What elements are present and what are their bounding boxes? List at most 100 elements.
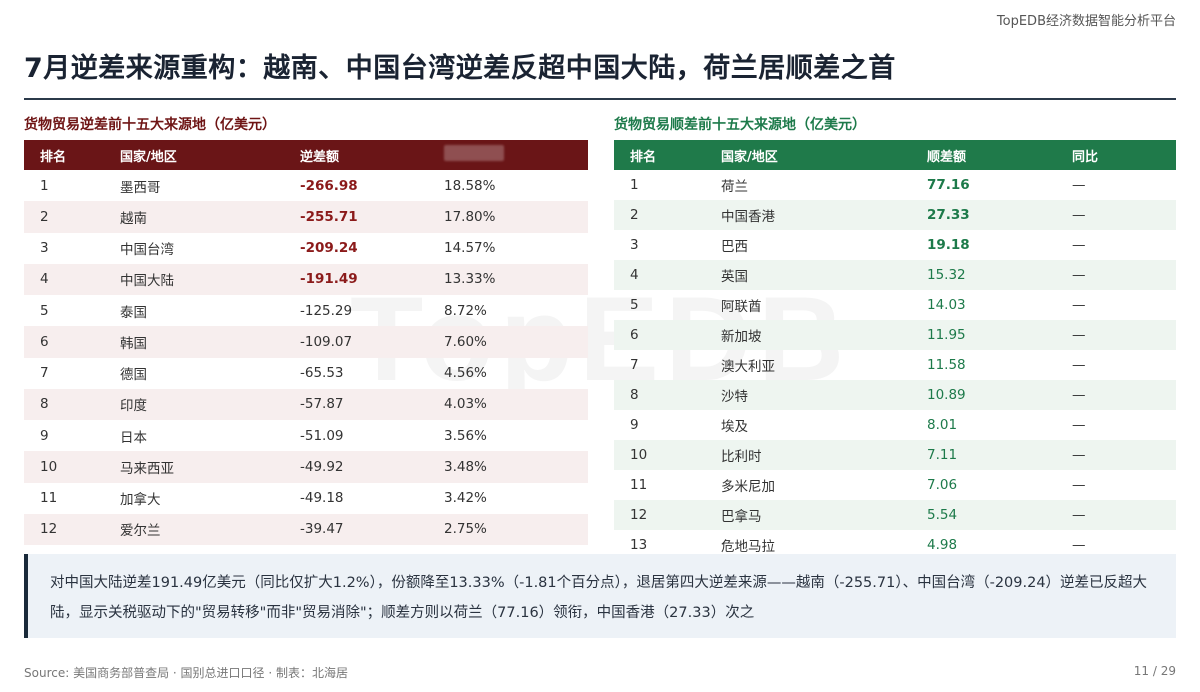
region-cell: 日本 bbox=[120, 429, 147, 446]
share-cell: 4.56% bbox=[444, 365, 487, 382]
share-cell: 2.75% bbox=[444, 521, 487, 538]
yoy-cell: — bbox=[1072, 207, 1086, 223]
table-row: 2 中国香港 27.33 — bbox=[614, 200, 1176, 230]
yoy-cell: — bbox=[1072, 507, 1086, 523]
yoy-cell: — bbox=[1072, 237, 1086, 253]
region-cell: 越南 bbox=[120, 210, 147, 227]
rank-cell: 10 bbox=[630, 447, 648, 463]
share-cell: 7.60% bbox=[444, 333, 487, 350]
share-cell: 4.03% bbox=[444, 396, 487, 413]
deficit-value-cell: -266.98 bbox=[300, 177, 358, 194]
table-row: 4 英国 15.32 — bbox=[614, 260, 1176, 290]
region-cell: 巴西 bbox=[721, 239, 748, 255]
header-rank: 排名 bbox=[40, 149, 67, 165]
rank-cell: 3 bbox=[40, 240, 49, 257]
surplus-value-cell: 5.54 bbox=[927, 507, 958, 523]
region-cell: 荷兰 bbox=[721, 179, 748, 195]
header-surplus: 顺差额 bbox=[927, 149, 967, 165]
deficit-value-cell: -57.87 bbox=[300, 396, 344, 413]
table-row: 1 荷兰 77.16 — bbox=[614, 170, 1176, 200]
table-row: 11 多米尼加 7.06 — bbox=[614, 470, 1176, 500]
table-row: 11 加拿大 -49.18 3.42% bbox=[24, 483, 588, 514]
table-row: 12 爱尔兰 -39.47 2.75% bbox=[24, 513, 588, 545]
region-cell: 中国大陆 bbox=[120, 273, 174, 290]
region-cell: 埃及 bbox=[721, 419, 748, 435]
deficit-value-cell: -51.09 bbox=[300, 427, 344, 444]
rank-cell: 11 bbox=[630, 477, 648, 493]
page-title: 7月逆差来源重构：越南、中国台湾逆差反超中国大陆，荷兰居顺差之首 bbox=[24, 53, 896, 84]
table-row: 6 新加坡 11.95 — bbox=[614, 320, 1176, 350]
table-row: 12 巴拿马 5.54 — bbox=[614, 500, 1176, 530]
surplus-value-cell: 10.89 bbox=[927, 387, 966, 403]
yoy-cell: — bbox=[1072, 417, 1086, 433]
table-row: 2 越南 -255.71 17.80% bbox=[24, 201, 588, 233]
deficit-table-header: 排名 国家/地区 逆差额 bbox=[24, 140, 588, 170]
surplus-value-cell: 8.01 bbox=[927, 417, 958, 433]
title-divider bbox=[24, 98, 1176, 100]
region-cell: 危地马拉 bbox=[721, 539, 775, 555]
brand-label: TopEDB经济数据智能分析平台 bbox=[996, 14, 1176, 29]
rank-cell: 4 bbox=[40, 271, 49, 288]
region-cell: 英国 bbox=[721, 269, 748, 285]
region-cell: 马来西亚 bbox=[120, 460, 174, 477]
region-cell: 澳大利亚 bbox=[721, 359, 775, 375]
region-cell: 多米尼加 bbox=[721, 479, 775, 495]
deficit-table-body: 1 墨西哥 -266.98 18.58% 2 越南 -255.71 17.80% 3 中国台湾 -2… bbox=[24, 170, 588, 575]
header-rank: 排名 bbox=[630, 149, 657, 165]
rank-cell: 9 bbox=[630, 417, 639, 433]
surplus-table-header: 排名 国家/地区 顺差额 同比 bbox=[614, 140, 1176, 170]
rank-cell: 12 bbox=[630, 507, 648, 523]
deficit-value-cell: -39.47 bbox=[300, 521, 344, 538]
rank-cell: 7 bbox=[630, 357, 639, 373]
deficit-value-cell: -125.29 bbox=[300, 302, 353, 319]
region-cell: 爱尔兰 bbox=[120, 523, 161, 540]
table-row: 7 德国 -65.53 4.56% bbox=[24, 358, 588, 389]
region-cell: 墨西哥 bbox=[120, 179, 161, 196]
deficit-table-title: 货物贸易逆差前十五大来源地（亿美元） bbox=[24, 117, 276, 133]
table-row: 13 危地马拉 4.98 — bbox=[614, 530, 1176, 560]
rank-cell: 3 bbox=[630, 237, 639, 253]
region-cell: 新加坡 bbox=[721, 329, 762, 345]
rank-cell: 10 bbox=[40, 458, 58, 475]
table-row: 5 泰国 -125.29 8.72% bbox=[24, 295, 588, 326]
rank-cell: 7 bbox=[40, 365, 49, 382]
region-cell: 加拿大 bbox=[120, 492, 161, 509]
surplus-value-cell: 7.06 bbox=[927, 477, 958, 493]
rank-cell: 6 bbox=[40, 333, 49, 350]
share-cell: 14.57% bbox=[444, 240, 496, 257]
deficit-value-cell: -255.71 bbox=[300, 208, 358, 225]
share-cell: 13.33% bbox=[444, 271, 496, 288]
deficit-value-cell: -209.24 bbox=[300, 240, 358, 257]
share-cell: 18.58% bbox=[444, 177, 496, 194]
rank-cell: 5 bbox=[630, 297, 639, 313]
rank-cell: 12 bbox=[40, 521, 58, 538]
deficit-value-cell: -109.07 bbox=[300, 333, 353, 350]
table-row: 4 中国大陆 -191.49 13.33% bbox=[24, 263, 588, 295]
rank-cell: 8 bbox=[40, 396, 49, 413]
deficit-value-cell: -191.49 bbox=[300, 271, 358, 288]
region-cell: 比利时 bbox=[721, 449, 762, 465]
table-row: 9 埃及 8.01 — bbox=[614, 410, 1176, 440]
region-cell: 阿联酋 bbox=[721, 299, 762, 315]
rank-cell: 5 bbox=[40, 302, 49, 319]
region-cell: 德国 bbox=[120, 367, 147, 384]
table-row: 8 沙特 10.89 — bbox=[614, 380, 1176, 410]
yoy-cell: — bbox=[1072, 477, 1086, 493]
header-share bbox=[444, 145, 588, 165]
surplus-value-cell: 15.32 bbox=[927, 267, 966, 283]
share-cell: 3.48% bbox=[444, 458, 487, 475]
surplus-value-cell: 77.16 bbox=[927, 177, 970, 193]
header-region: 国家/地区 bbox=[721, 149, 778, 165]
surplus-value-cell: 11.58 bbox=[927, 357, 966, 373]
yoy-cell: — bbox=[1072, 267, 1086, 283]
table-row: 6 韩国 -109.07 7.60% bbox=[24, 326, 588, 358]
yoy-cell: — bbox=[1072, 177, 1086, 193]
table-row: 3 中国台湾 -209.24 14.57% bbox=[24, 233, 588, 264]
table-row: 10 比利时 7.11 — bbox=[614, 440, 1176, 470]
yoy-cell: — bbox=[1072, 537, 1086, 553]
deficit-value-cell: -65.53 bbox=[300, 365, 344, 382]
rank-cell: 2 bbox=[40, 208, 49, 225]
rank-cell: 4 bbox=[630, 267, 639, 283]
table-row: 3 巴西 19.18 — bbox=[614, 230, 1176, 260]
surplus-value-cell: 11.95 bbox=[927, 327, 966, 343]
